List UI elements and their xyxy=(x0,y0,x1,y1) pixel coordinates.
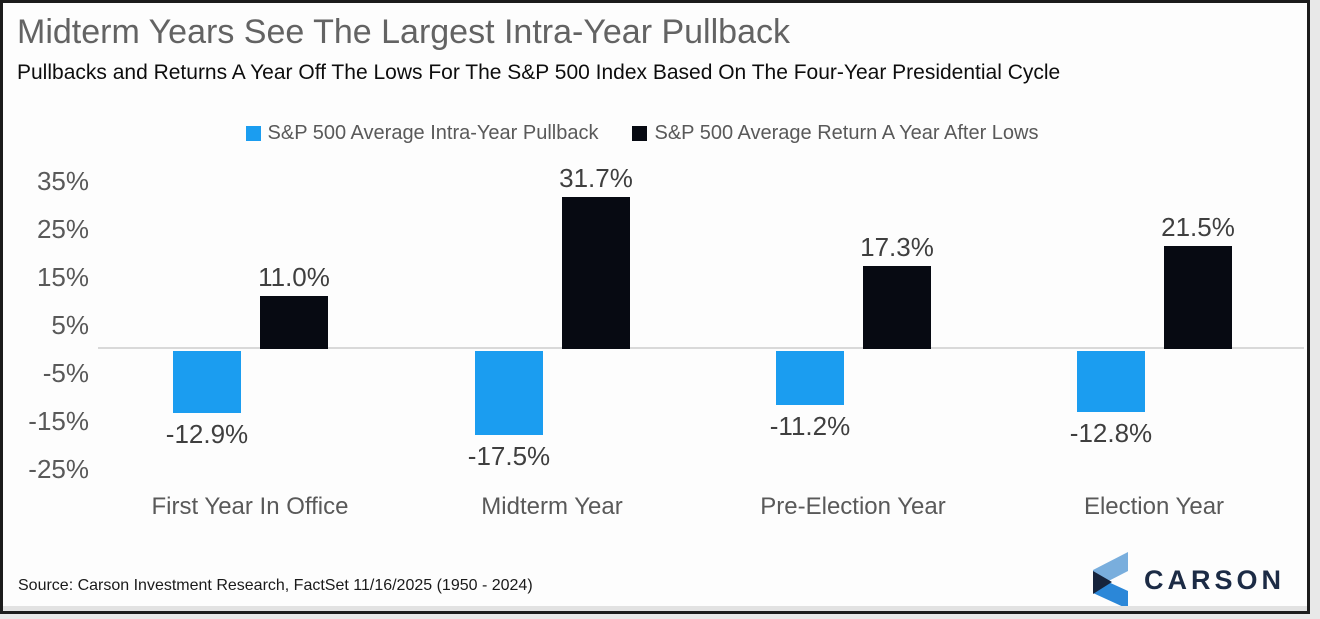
chart-legend: S&P 500 Average Intra-Year Pullback S&P 5… xyxy=(3,122,1307,145)
legend-swatch xyxy=(245,126,261,141)
plot-area: 35% 25% 15% 5% -5% -15% -25% -12.9% 11.0% First Y… xyxy=(3,3,1307,611)
y-axis-tick: 5% xyxy=(51,310,89,340)
pullback-bar xyxy=(475,351,543,435)
legend-swatch xyxy=(632,126,648,141)
pullback-bar xyxy=(173,351,241,413)
return-bar xyxy=(562,197,630,349)
pullback-bar xyxy=(1077,351,1145,412)
pullback-value-label: -12.8% xyxy=(1069,418,1153,448)
y-axis-tick: -15% xyxy=(28,406,89,436)
carson-logo-text: CARSON xyxy=(1143,564,1285,595)
bottom-strip xyxy=(3,606,1307,611)
category-label: Midterm Year xyxy=(481,493,623,520)
return-value-label: 31.7% xyxy=(559,163,633,193)
return-value-label: 11.0% xyxy=(258,262,330,292)
y-axis-tick: -5% xyxy=(42,358,89,388)
pullback-value-label: -11.2% xyxy=(769,411,851,441)
pullback-value-label: -17.5% xyxy=(467,441,551,471)
return-value-label: 17.3% xyxy=(860,232,934,262)
source-note: Source: Carson Investment Research, Fact… xyxy=(18,577,533,594)
return-value-label: 21.5% xyxy=(1161,212,1235,242)
chart-title: Midterm Years See The Largest Intra-Year… xyxy=(17,13,790,51)
y-axis-tick: 15% xyxy=(36,262,89,292)
category-label: Pre-Election Year xyxy=(760,493,946,520)
category-label: Election Year xyxy=(1083,493,1225,520)
zero-axis-line xyxy=(98,347,1304,349)
legend-item: S&P 500 Average Intra-Year Pullback xyxy=(245,122,599,145)
logo-shape-arrow xyxy=(1092,571,1112,594)
return-bar xyxy=(1164,246,1232,349)
legend-label: S&P 500 Average Intra-Year Pullback xyxy=(267,122,599,144)
pullback-value-label: -12.9% xyxy=(165,419,249,449)
carson-logo: CARSON xyxy=(1086,551,1285,609)
chart-subtitle: Pullbacks and Returns A Year Off The Low… xyxy=(17,61,1061,84)
y-axis-tick: 25% xyxy=(36,214,89,244)
pullback-bar xyxy=(776,351,844,405)
return-bar xyxy=(863,266,931,349)
return-bar xyxy=(260,296,328,349)
category-label: First Year In Office xyxy=(151,493,349,520)
legend-label: S&P 500 Average Return A Year After Lows xyxy=(654,122,1039,144)
y-axis-tick: -25% xyxy=(28,454,89,484)
y-axis-tick: 35% xyxy=(36,166,89,196)
legend-item: S&P 500 Average Return A Year After Lows xyxy=(632,122,1038,145)
carson-logo-icon xyxy=(1092,552,1128,609)
